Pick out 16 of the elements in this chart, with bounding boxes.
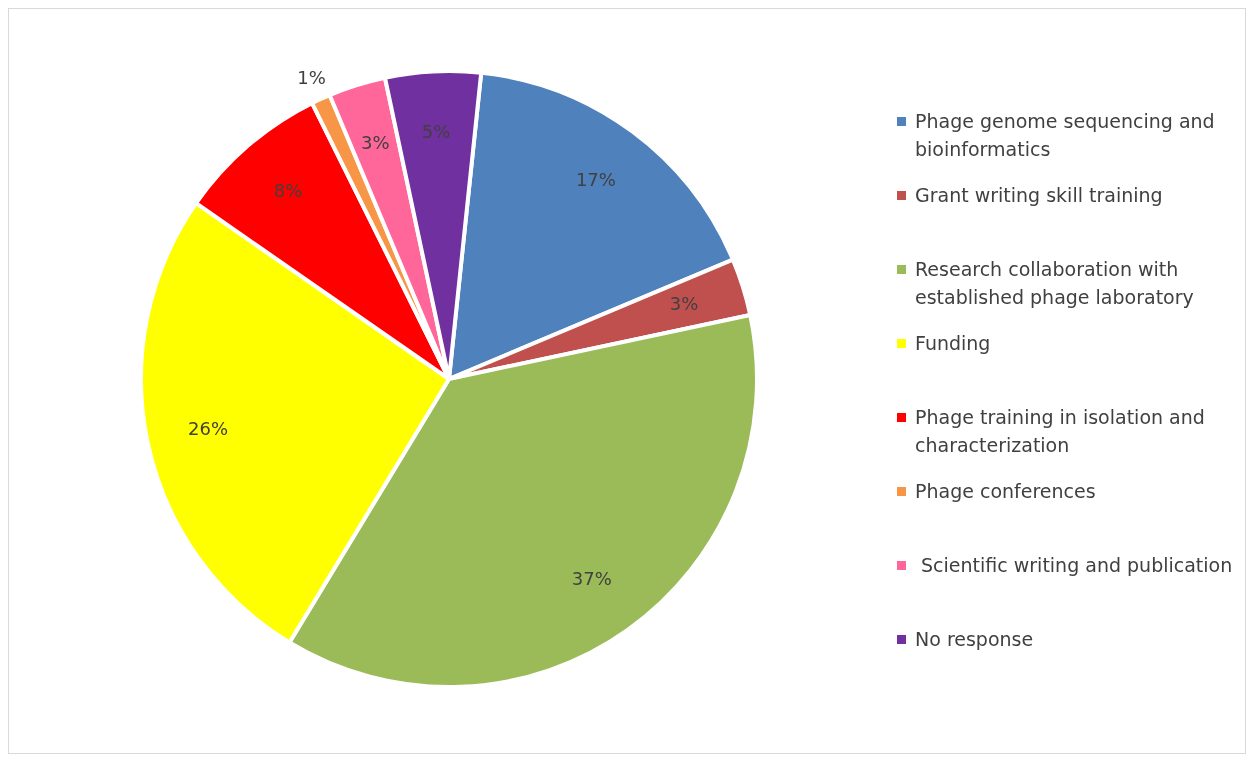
- legend-label: Grant writing skill training: [915, 183, 1163, 208]
- legend-label: Phage genome sequencing and bioinformatics: [915, 109, 1216, 162]
- data-label: 5%: [421, 120, 451, 142]
- legend-label: Scientific writing and publication: [920, 553, 1233, 578]
- data-label: 1%: [297, 66, 326, 88]
- legend-label: Phage training in isolation and characterization: [915, 405, 1206, 458]
- data-label: 26%: [187, 417, 228, 439]
- legend-label: Research collaboration with established phage laboratory: [915, 257, 1195, 310]
- data-label: 37%: [571, 567, 612, 589]
- data-label: 8%: [273, 180, 303, 202]
- data-label: 3%: [669, 292, 699, 314]
- data-label: 3%: [361, 131, 390, 153]
- legend-label: Funding: [915, 331, 991, 356]
- legend-label: Phage conferences: [915, 479, 1096, 504]
- data-label: 17%: [575, 168, 616, 190]
- legend-label: No response: [915, 627, 1034, 652]
